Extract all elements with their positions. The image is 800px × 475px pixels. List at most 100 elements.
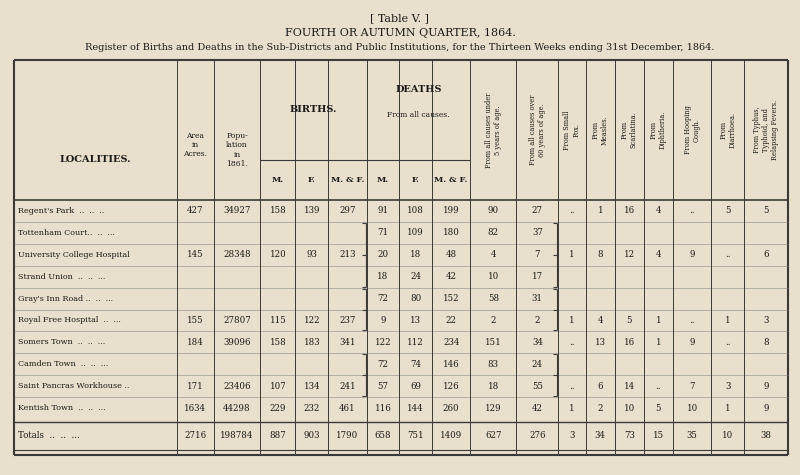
- Text: [ Table V. ]: [ Table V. ]: [370, 13, 430, 23]
- Text: 9: 9: [380, 316, 386, 325]
- Text: ..: ..: [690, 207, 695, 216]
- Text: Tottenham Court..  ..  ...: Tottenham Court.. .. ...: [18, 229, 115, 237]
- Text: 18: 18: [378, 272, 389, 281]
- Text: Camden Town  ..  ..  ...: Camden Town .. .. ...: [18, 360, 108, 368]
- Text: 7: 7: [534, 250, 540, 259]
- Text: M. & F.: M. & F.: [330, 176, 364, 184]
- Text: 55: 55: [532, 381, 543, 390]
- Text: 10: 10: [624, 404, 635, 413]
- Text: 12: 12: [624, 250, 635, 259]
- Text: 1: 1: [725, 404, 730, 413]
- Text: 1409: 1409: [440, 431, 462, 440]
- Text: 120: 120: [270, 250, 286, 259]
- Text: 23406: 23406: [223, 381, 250, 390]
- Text: 1: 1: [570, 404, 575, 413]
- Text: 6: 6: [598, 381, 603, 390]
- Text: From
Scarlatina.: From Scarlatina.: [621, 112, 638, 148]
- Text: ..: ..: [655, 381, 661, 390]
- Text: 108: 108: [407, 207, 424, 216]
- Text: 5: 5: [763, 207, 769, 216]
- Text: 3: 3: [570, 431, 574, 440]
- Text: 4: 4: [598, 316, 603, 325]
- Text: ..: ..: [570, 207, 575, 216]
- Text: 73: 73: [624, 431, 634, 440]
- Text: 3: 3: [725, 381, 730, 390]
- Text: ..: ..: [725, 338, 730, 347]
- Text: 276: 276: [529, 431, 546, 440]
- Text: 1: 1: [725, 316, 730, 325]
- Text: 180: 180: [442, 228, 459, 238]
- Text: 37: 37: [532, 228, 542, 238]
- Text: 35: 35: [686, 431, 698, 440]
- Text: 28348: 28348: [223, 250, 250, 259]
- Text: 18: 18: [488, 381, 499, 390]
- Text: 74: 74: [410, 360, 421, 369]
- Text: 13: 13: [410, 316, 421, 325]
- Text: 42: 42: [532, 404, 543, 413]
- Text: 69: 69: [410, 381, 421, 390]
- Text: LOCALITIES.: LOCALITIES.: [60, 155, 131, 164]
- Text: 158: 158: [270, 207, 286, 216]
- Text: Regent's Park  ..  ..  ..: Regent's Park .. .. ..: [18, 207, 104, 215]
- Text: ..: ..: [570, 381, 575, 390]
- Text: 107: 107: [270, 381, 286, 390]
- Text: 751: 751: [407, 431, 424, 440]
- Text: 427: 427: [187, 207, 203, 216]
- Text: 1790: 1790: [336, 431, 358, 440]
- Text: 1634: 1634: [184, 404, 206, 413]
- Text: M.: M.: [377, 176, 389, 184]
- Text: M.: M.: [272, 176, 284, 184]
- Text: 129: 129: [485, 404, 502, 413]
- Text: 57: 57: [378, 381, 389, 390]
- Text: From Hooping
Cough.: From Hooping Cough.: [683, 105, 701, 154]
- Text: 903: 903: [303, 431, 320, 440]
- Text: 34: 34: [532, 338, 542, 347]
- Text: From
Diphtheria.: From Diphtheria.: [650, 111, 667, 149]
- Text: Saint Pancras Workhouse ..: Saint Pancras Workhouse ..: [18, 382, 130, 390]
- Text: Area
in
Acres.: Area in Acres.: [183, 132, 207, 158]
- Text: 10: 10: [722, 431, 734, 440]
- Text: 8: 8: [763, 338, 769, 347]
- Text: 198784: 198784: [220, 431, 254, 440]
- Text: 461: 461: [339, 404, 356, 413]
- Text: 5: 5: [626, 316, 632, 325]
- Text: Register of Births and Deaths in the Sub-Districts and Public Institutions, for : Register of Births and Deaths in the Sub…: [86, 42, 714, 51]
- Text: 171: 171: [187, 381, 203, 390]
- Text: 152: 152: [443, 294, 459, 303]
- Text: From
Measles.: From Measles.: [592, 115, 609, 145]
- Text: From all causes.: From all causes.: [387, 111, 450, 119]
- Text: 39096: 39096: [223, 338, 250, 347]
- Text: From all causes under
5 years of age.: From all causes under 5 years of age.: [485, 92, 502, 168]
- Text: 83: 83: [488, 360, 499, 369]
- Text: 34: 34: [594, 431, 606, 440]
- Text: F.: F.: [308, 176, 316, 184]
- Text: 158: 158: [270, 338, 286, 347]
- Text: 139: 139: [303, 207, 320, 216]
- Text: From
Diarrhoea.: From Diarrhoea.: [719, 112, 736, 148]
- Text: 1: 1: [655, 338, 661, 347]
- Text: 24: 24: [410, 272, 421, 281]
- Text: 1: 1: [598, 207, 603, 216]
- Text: 232: 232: [303, 404, 320, 413]
- Text: 44298: 44298: [223, 404, 250, 413]
- Text: 20: 20: [378, 250, 389, 259]
- Text: 17: 17: [532, 272, 543, 281]
- Text: 9: 9: [763, 381, 769, 390]
- Text: 341: 341: [339, 338, 355, 347]
- Text: 16: 16: [624, 338, 635, 347]
- Text: Somers Town  ..  ..  ...: Somers Town .. .. ...: [18, 338, 106, 346]
- Text: DEATHS: DEATHS: [395, 86, 442, 95]
- Text: 2: 2: [534, 316, 540, 325]
- Text: 71: 71: [378, 228, 389, 238]
- Text: 115: 115: [270, 316, 286, 325]
- Text: 91: 91: [378, 207, 389, 216]
- Text: Popu-
lation
in
1861.: Popu- lation in 1861.: [226, 132, 248, 168]
- Text: 9: 9: [690, 338, 695, 347]
- Text: 8: 8: [598, 250, 603, 259]
- Text: Gray's Inn Road ..  ..  ...: Gray's Inn Road .. .. ...: [18, 294, 113, 303]
- Text: 42: 42: [446, 272, 457, 281]
- Text: ..: ..: [690, 316, 695, 325]
- Text: 122: 122: [303, 316, 320, 325]
- Text: University College Hospital: University College Hospital: [18, 251, 130, 259]
- Text: 2: 2: [598, 404, 603, 413]
